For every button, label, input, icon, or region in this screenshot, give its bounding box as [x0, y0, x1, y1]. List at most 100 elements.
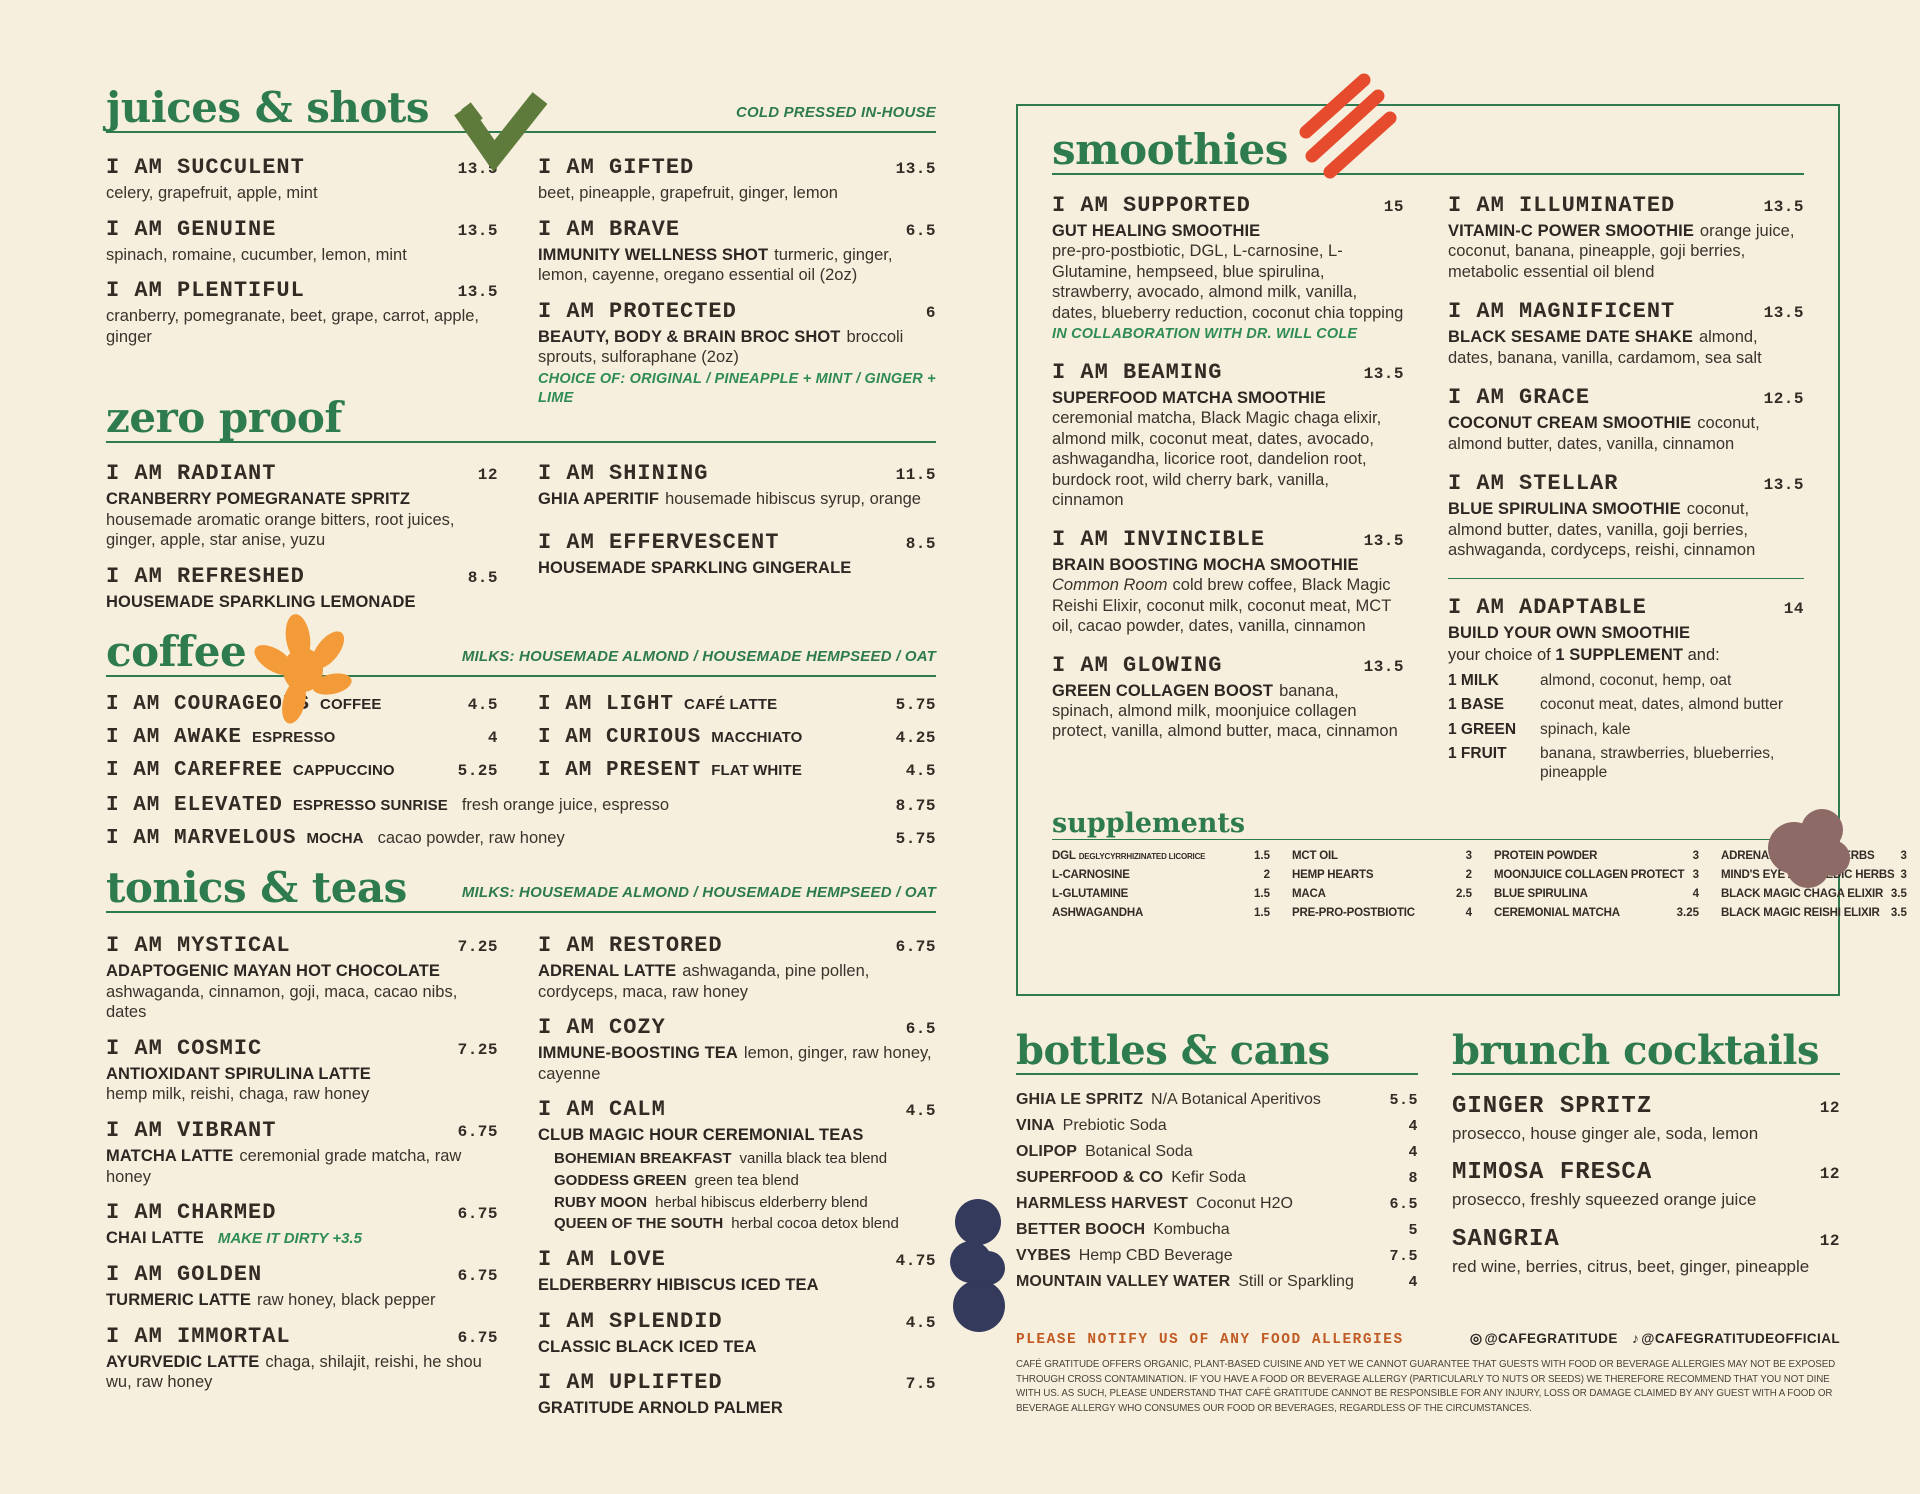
item-price: 13.5	[1763, 304, 1804, 323]
item-name: I AM COURAGEOUS	[106, 692, 311, 716]
item-desc: ashwaganda, pine pollen, cordyceps, maca…	[538, 961, 870, 1001]
byo-choice-line: your choice of 1 SUPPLEMENT and:	[1448, 646, 1804, 665]
item-price: 7.5	[905, 1375, 936, 1394]
section-header: bottles & cans	[1016, 1031, 1418, 1075]
item-name: I AM GLOWING	[1052, 652, 1223, 678]
item-name: I AM RADIANT	[106, 460, 277, 486]
item-desc: cold brew coffee, Black Magic Reishi Eli…	[1052, 576, 1391, 636]
item-desc: celery, grapefruit, apple, mint	[106, 183, 318, 202]
menu-item: I AM GIFTED 13.5 beet, pineapple, grapefr…	[538, 155, 936, 204]
item-name: I AM LIGHT	[538, 692, 675, 716]
item-name: I AM GRACE	[1448, 385, 1591, 411]
byo-row: 1 GREEN spinach, kale	[1448, 720, 1804, 739]
item-price: 4.5	[905, 1102, 936, 1121]
item-desc: broccoli sprouts, sulforaphane (2oz)	[538, 327, 904, 367]
item-desc: pre-pro-postbiotic, DGL, L-carnosine, L-…	[1052, 242, 1404, 322]
bottle-brand: VYBES	[1016, 1247, 1071, 1264]
tea-name: GODDESS GREEN	[554, 1171, 687, 1189]
item-name: I AM MYSTICAL	[106, 932, 291, 958]
item-price: 4.75	[895, 1252, 936, 1271]
item-name: I AM REFRESHED	[106, 563, 305, 589]
supp-name: BLUE SPIRULINA	[1494, 887, 1588, 900]
coffee-wide-rows: I AM ELEVATED ESPRESSO SUNRISE fresh orang…	[106, 794, 936, 850]
item-label: ANTIOXIDANT SPIRULINA LATTE	[106, 1064, 371, 1083]
tea-desc: vanilla black tea blend	[739, 1150, 888, 1168]
supp-price: 3	[1692, 849, 1699, 862]
bottle-desc: Kefir Soda	[1171, 1169, 1246, 1186]
supp-name: ASHWAGANDHA	[1052, 906, 1144, 919]
section-header: tonics & teas MILKS: HOUSEMADE ALMOND / …	[106, 867, 936, 913]
item-name: I AM PLENTIFUL	[106, 278, 305, 304]
section-header: juices & shots COLD PRESSED IN-HOUSE	[106, 87, 936, 133]
item-label: TURMERIC LATTE	[106, 1291, 251, 1310]
section-columns: I AM COURAGEOUS COFFEE 4.5 I AM AWAKE ESPRE…	[106, 693, 936, 792]
bottle-desc: Botanical Soda	[1085, 1143, 1193, 1160]
item-desc: prosecco, freshly squeezed orange juice	[1452, 1190, 1757, 1210]
item-price: 13.5	[1363, 657, 1404, 676]
bottle-price: 5	[1408, 1222, 1418, 1239]
tea-item: BOHEMIAN BREAKFAST vanilla black tea blen…	[554, 1150, 936, 1169]
item-desc: cranberry, pomegranate, beet, grape, car…	[106, 307, 479, 346]
supp-name: L-GLUTAMINE	[1052, 887, 1129, 900]
item-desc: coconut, almond butter, dates, vanilla, …	[1448, 414, 1760, 453]
item-label: COCONUT CREAM SMOOTHIE	[1448, 414, 1692, 433]
supp-name: MOONJUICE COLLAGEN PROTECT	[1494, 868, 1685, 881]
bottle-desc: Still or Sparkling	[1238, 1273, 1354, 1290]
item-price: 4.5	[905, 761, 936, 780]
item-name: I AM ILLUMINATED	[1448, 192, 1676, 218]
item-name: SANGRIA	[1452, 1225, 1560, 1253]
bottle-price: 8	[1408, 1170, 1418, 1187]
supp-price: 3	[1465, 849, 1472, 862]
item-desc: lemon, ginger, raw honey, cayenne	[538, 1044, 932, 1083]
item-label: BRAIN BOOSTING MOCHA SMOOTHIE	[1052, 555, 1359, 574]
item-desc: ceremonial grade matcha, raw honey	[106, 1147, 462, 1186]
item-name: I AM MAGNIFICENT	[1448, 299, 1676, 325]
item-label: ELDERBERRY HIBISCUS ICED TEA	[538, 1276, 819, 1295]
menu-item: I AM LOVE 4.75 ELDERBERRY HIBISCUS ICED T…	[538, 1247, 936, 1296]
menu-item-adaptable: I AM ADAPTABLE 14 BUILD YOUR OWN SMOOTHIE…	[1448, 595, 1804, 782]
item-price: 13.5	[1763, 476, 1804, 495]
bottle-brand: BETTER BOOCH	[1016, 1221, 1146, 1238]
allergy-notice: PLEASE NOTIFY US OF ANY FOOD ALLERGIES	[1016, 1332, 1404, 1348]
item-name: I AM VIBRANT	[106, 1118, 277, 1144]
item-name: I AM SHINING	[538, 460, 709, 486]
supp-price: 2.5	[1456, 887, 1472, 900]
section-header: supplements	[1052, 810, 1804, 840]
section-title: brunch cocktails	[1452, 1027, 1819, 1074]
supp-price: 1.5	[1254, 887, 1270, 900]
supp-price: 3	[1692, 868, 1699, 881]
item-label: CAFÉ LATTE	[684, 695, 778, 713]
column-1: I AM RADIANT 12 CRANBERRY POMEGRANATE SPR…	[106, 461, 498, 626]
menu-item: I AM COURAGEOUS COFFEE 4.5	[106, 693, 498, 716]
item-label: VITAMIN-C POWER SMOOTHIE	[1448, 221, 1694, 240]
byo-row: 1 FRUIT banana, strawberries, blueberries…	[1448, 744, 1804, 783]
item-green-note: MAKE IT DIRTY +3.5	[217, 1230, 362, 1248]
item-name: I AM RESTORED	[538, 932, 723, 958]
item-price: 12	[477, 465, 498, 484]
bottle-brand: VINA	[1016, 1117, 1055, 1134]
supp-row: BLACK MAGIC CHAGA ELIXIR 3.5	[1721, 888, 1907, 900]
supp-price: 2	[1263, 868, 1270, 881]
menu-item: GINGER SPRITZ 12 prosecco, house ginger a…	[1452, 1093, 1840, 1144]
bottle-desc: Prebiotic Soda	[1062, 1117, 1167, 1134]
item-label: MATCHA LATTE	[106, 1147, 234, 1166]
item-name: I AM LOVE	[538, 1247, 666, 1273]
bottle-item: HARMLESS HARVEST Coconut H2O 6.5	[1016, 1195, 1418, 1213]
bottle-price: 4	[1408, 1144, 1418, 1161]
item-label: IMMUNITY WELLNESS SHOT	[538, 245, 769, 264]
item-label: AYURVEDIC LATTE	[106, 1352, 260, 1371]
item-desc: fresh orange juice, espresso	[461, 795, 670, 814]
menu-item: I AM EFFERVESCENT 8.5 HOUSEMADE SPARKLING…	[538, 530, 936, 579]
supp-price: 4	[1465, 906, 1472, 919]
menu-item: I AM RADIANT 12 CRANBERRY POMEGRANATE SPR…	[106, 461, 498, 551]
item-price: 8.5	[905, 534, 936, 553]
supp-name: MCT OIL	[1292, 849, 1338, 862]
section-juices-shots: juices & shots COLD PRESSED IN-HOUSE I A…	[106, 87, 936, 421]
item-label: COFFEE	[320, 695, 382, 713]
byo-value: banana, strawberries, blueberries, pinea…	[1540, 745, 1775, 782]
menu-item: I AM SUCCULENT 13.5 celery, grapefruit, a…	[106, 155, 498, 204]
bottle-brand: GHIA LE SPRITZ	[1016, 1091, 1144, 1108]
supp-price: 1.5	[1254, 906, 1270, 919]
section-bottles-cans: bottles & cans GHIA LE SPRITZ N/A Botanic…	[1016, 1031, 1418, 1299]
item-name: I AM COSMIC	[106, 1035, 263, 1061]
